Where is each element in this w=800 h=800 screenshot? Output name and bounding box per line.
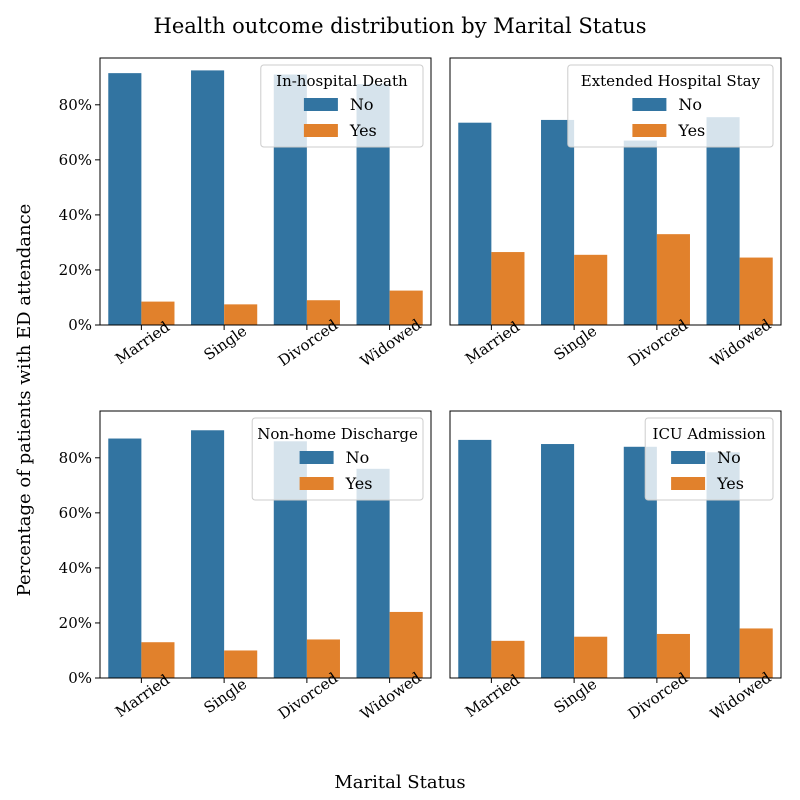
legend-box	[567, 64, 774, 148]
legend-label-yes: Yes	[345, 474, 373, 493]
bar-no-single	[541, 119, 575, 326]
legend-label-yes: Yes	[716, 474, 744, 493]
y-tick-label: 0%	[68, 669, 92, 687]
legend-box	[251, 417, 424, 501]
y-tick-label: 20%	[59, 614, 92, 632]
x-tick-label: Single	[200, 322, 250, 364]
axes-frame	[99, 57, 432, 326]
bar-yes-single	[224, 304, 258, 325]
bar-yes-married	[141, 642, 175, 678]
bar-yes-widowed	[739, 257, 773, 325]
bar-no-single	[191, 430, 225, 678]
legend: Extended Hospital Stay No Yes	[567, 64, 774, 148]
y-tick-label: 40%	[59, 559, 92, 577]
subplot-2: Married Single Divorced Widowed0%20%40%60%8…	[59, 410, 432, 723]
bar-no-married	[108, 73, 142, 325]
legend-title: Non-home Discharge	[257, 425, 418, 443]
figure-x-axis-label: Marital Status	[334, 772, 465, 793]
x-tick-label: Single	[550, 675, 600, 717]
y-tick-label: 80%	[59, 96, 92, 114]
axes-frame	[449, 410, 782, 679]
legend-swatch-no	[632, 98, 667, 111]
y-tick-label: 60%	[59, 504, 92, 522]
legend-title: In-hospital Death	[276, 72, 408, 90]
legend-label-no: No	[717, 448, 741, 467]
y-tick-label: 0%	[68, 316, 92, 334]
figure-y-axis-label: Percentage of patients with ED attendanc…	[14, 204, 35, 597]
bar-no-single	[541, 444, 575, 678]
legend: ICU Admission No Yes	[644, 417, 774, 501]
bar-no-married	[108, 438, 142, 678]
legend-swatch-yes	[671, 477, 706, 490]
bar-yes-divorced	[306, 300, 340, 325]
bar-no-married	[458, 439, 492, 678]
bar-no-single	[191, 70, 225, 325]
y-tick-label: 20%	[59, 261, 92, 279]
legend-label-yes: Yes	[677, 121, 705, 140]
bar-yes-single	[574, 636, 608, 678]
bar-no-divorced	[623, 140, 657, 325]
bar-no-widowed	[706, 117, 740, 326]
y-tick-label: 60%	[59, 151, 92, 169]
bar-yes-widowed	[389, 290, 423, 325]
bar-yes-widowed	[389, 611, 423, 678]
subplot-0: Married Single Divorced Widowed0%20%40%60%8…	[59, 57, 432, 370]
legend-swatch-no	[671, 451, 706, 464]
legend-label-yes: Yes	[349, 121, 377, 140]
subplot-panels: Married Single Divorced Widowed0%20%40%60%8…	[59, 57, 782, 723]
y-tick-label: 40%	[59, 206, 92, 224]
bar-yes-married	[491, 640, 525, 678]
legend-swatch-yes	[303, 124, 338, 137]
legend-label-no: No	[350, 95, 374, 114]
bar-yes-widowed	[739, 628, 773, 678]
x-tick-label: Single	[550, 322, 600, 364]
bar-yes-married	[141, 301, 175, 325]
bar-yes-married	[491, 252, 525, 325]
figure-title: Health outcome distribution by Marital S…	[154, 14, 647, 38]
x-tick-label: Single	[200, 675, 250, 717]
legend-swatch-no	[299, 451, 334, 464]
bar-yes-divorced	[306, 639, 340, 678]
axes-frame	[99, 410, 432, 679]
bar-no-married	[458, 122, 492, 325]
legend-box	[260, 64, 424, 148]
y-tick-label: 80%	[59, 449, 92, 467]
legend-swatch-yes	[632, 124, 667, 137]
legend-swatch-yes	[299, 477, 334, 490]
bar-yes-single	[224, 650, 258, 678]
bar-no-widowed	[356, 468, 390, 678]
legend-title: Extended Hospital Stay	[581, 72, 761, 90]
axes-frame	[449, 57, 782, 326]
bar-yes-divorced	[656, 633, 690, 678]
legend-swatch-no	[303, 98, 338, 111]
legend: Non-home Discharge No Yes	[251, 417, 424, 501]
legend: In-hospital Death No Yes	[260, 64, 424, 148]
legend-title: ICU Admission	[653, 425, 766, 443]
bar-yes-divorced	[656, 234, 690, 325]
legend-label-no: No	[678, 95, 702, 114]
legend-label-no: No	[346, 448, 370, 467]
bar-yes-single	[574, 254, 608, 325]
